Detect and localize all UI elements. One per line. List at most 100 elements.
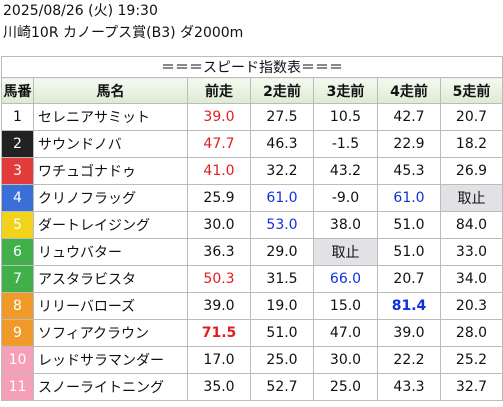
horse-name: サウンドノバ <box>33 130 188 158</box>
horse-number: 5 <box>1 211 34 239</box>
speed-index: 22.2 <box>377 346 441 374</box>
speed-index: 43.2 <box>313 157 378 185</box>
speed-index: 81.4 <box>377 292 441 320</box>
speed-index: 33.0 <box>439 238 503 266</box>
column-header: 2走前 <box>250 77 314 104</box>
speed-index: 45.3 <box>377 157 441 185</box>
horse-name: セレニアサミット <box>33 103 188 131</box>
horse-number: 3 <box>1 157 34 185</box>
column-header: 5走前 <box>439 77 503 104</box>
speed-index: 27.5 <box>250 103 314 131</box>
speed-index: 66.0 <box>313 265 378 293</box>
speed-index: 41.0 <box>187 157 251 185</box>
speed-index: 20.7 <box>377 265 441 293</box>
horse-name: リュウバター <box>33 238 188 266</box>
speed-index: 61.0 <box>250 184 314 212</box>
speed-index: 取止 <box>439 184 503 212</box>
speed-index: 39.0 <box>187 292 251 320</box>
speed-index: 51.0 <box>250 319 314 347</box>
horse-row: 7 アスタラビスタ 50.3 31.5 66.0 20.7 34.0 <box>1 265 503 293</box>
speed-index: 32.7 <box>439 373 503 401</box>
horse-name: ダートレイジング <box>33 211 188 239</box>
speed-index: 25.0 <box>313 373 378 401</box>
horse-number: 7 <box>1 265 34 293</box>
speed-index: 25.9 <box>187 184 251 212</box>
speed-index: 10.5 <box>313 103 378 131</box>
horse-number: 4 <box>1 184 34 212</box>
horse-row: 3 ワチュゴナドゥ 41.0 32.2 43.2 45.3 26.9 <box>1 157 503 185</box>
speed-index: 39.0 <box>377 319 441 347</box>
datetime: 2025/08/26 (火) 19:30 <box>3 3 158 19</box>
speed-index: 51.0 <box>377 211 441 239</box>
horse-name: ワチュゴナドゥ <box>33 157 188 185</box>
horse-name: リリーバローズ <box>33 292 188 320</box>
horse-name: クリノフラッグ <box>33 184 188 212</box>
horse-row: 10 レッドサラマンダー 17.0 25.0 30.0 22.2 25.2 <box>1 346 503 374</box>
speed-index: -9.0 <box>313 184 378 212</box>
speed-index: 31.5 <box>250 265 314 293</box>
horse-name: レッドサラマンダー <box>33 346 188 374</box>
speed-index: 47.7 <box>187 130 251 158</box>
horse-number: 1 <box>1 103 34 131</box>
horse-number: 10 <box>1 346 34 374</box>
speed-index: 42.7 <box>377 103 441 131</box>
horse-row: 2 サウンドノバ 47.7 46.3 -1.5 22.9 18.2 <box>1 130 503 158</box>
column-header: 馬番 <box>1 77 34 104</box>
speed-index: 36.3 <box>187 238 251 266</box>
speed-index: 26.9 <box>439 157 503 185</box>
speed-index: 84.0 <box>439 211 503 239</box>
speed-index: 20.3 <box>439 292 503 320</box>
speed-index: 47.0 <box>313 319 378 347</box>
speed-index: 32.2 <box>250 157 314 185</box>
column-header: 4走前 <box>377 77 441 104</box>
horse-row: 6 リュウバター 36.3 29.0 取止 51.0 33.0 <box>1 238 503 266</box>
horse-row: 4 クリノフラッグ 25.9 61.0 -9.0 61.0 取止 <box>1 184 503 212</box>
speed-index: 15.0 <box>313 292 378 320</box>
speed-index: 46.3 <box>250 130 314 158</box>
speed-index: 25.2 <box>439 346 503 374</box>
column-header: 前走 <box>187 77 251 104</box>
horse-row: 11 スノーライトニング 35.0 52.7 25.0 43.3 32.7 <box>1 373 503 401</box>
speed-index: 28.0 <box>439 319 503 347</box>
column-header: 馬名 <box>33 77 188 104</box>
horse-number: 9 <box>1 319 34 347</box>
speed-index: -1.5 <box>313 130 378 158</box>
horse-row: 9 ソフィアクラウン 71.5 51.0 47.0 39.0 28.0 <box>1 319 503 347</box>
horse-number: 11 <box>1 373 34 401</box>
column-header: 3走前 <box>313 77 378 104</box>
speed-index: 71.5 <box>187 319 251 347</box>
horse-row: 8 リリーバローズ 39.0 19.0 15.0 81.4 20.3 <box>1 292 503 320</box>
speed-index: 22.9 <box>377 130 441 158</box>
speed-index: 30.0 <box>313 346 378 374</box>
horse-row: 1 セレニアサミット 39.0 27.5 10.5 42.7 20.7 <box>1 103 503 131</box>
horse-number: 2 <box>1 130 34 158</box>
speed-table: ＝＝＝スピード指数表＝＝＝ 馬番 馬名 前走 2走前 3走前 4走前 5走前 1 セレニアサミッ… <box>0 56 503 401</box>
speed-index: 39.0 <box>187 103 251 131</box>
horse-number: 6 <box>1 238 34 266</box>
table-title: ＝＝＝スピード指数表＝＝＝ <box>0 56 503 78</box>
horse-name: ソフィアクラウン <box>33 319 188 347</box>
race-info: 川崎10R カノープス賞(B3) ダ2000m <box>3 25 244 41</box>
speed-index: 18.2 <box>439 130 503 158</box>
horse-name: アスタラビスタ <box>33 265 188 293</box>
horse-row: 5 ダートレイジング 30.0 53.0 38.0 51.0 84.0 <box>1 211 503 239</box>
horse-number: 8 <box>1 292 34 320</box>
speed-index: 34.0 <box>439 265 503 293</box>
speed-index: 50.3 <box>187 265 251 293</box>
speed-index: 29.0 <box>250 238 314 266</box>
speed-index: 19.0 <box>250 292 314 320</box>
speed-index: 取止 <box>313 238 378 266</box>
speed-index: 30.0 <box>187 211 251 239</box>
speed-index: 25.0 <box>250 346 314 374</box>
speed-index: 61.0 <box>377 184 441 212</box>
speed-index: 20.7 <box>439 103 503 131</box>
speed-index: 38.0 <box>313 211 378 239</box>
speed-index: 51.0 <box>377 238 441 266</box>
horse-name: スノーライトニング <box>33 373 188 401</box>
speed-index: 35.0 <box>187 373 251 401</box>
speed-index: 52.7 <box>250 373 314 401</box>
speed-index: 17.0 <box>187 346 251 374</box>
header-row: 馬番 馬名 前走 2走前 3走前 4走前 5走前 <box>1 77 503 104</box>
speed-index: 53.0 <box>250 211 314 239</box>
